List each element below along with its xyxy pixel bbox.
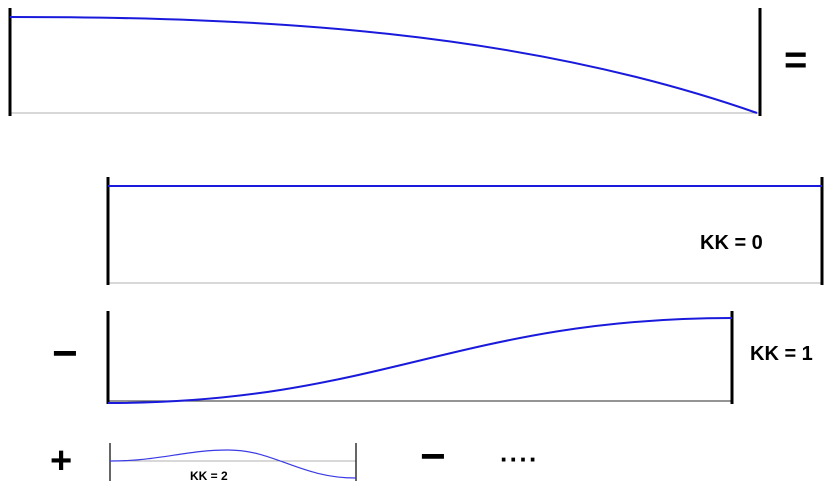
- equals-sign: =: [784, 38, 807, 82]
- mode-kk2-panel: KK = 2: [110, 443, 356, 483]
- mode-kk2-curve: [110, 450, 356, 478]
- mode-kk0-panel: KK = 0: [108, 177, 822, 285]
- minus-sign-2: −: [420, 432, 446, 481]
- full-wave-curve: [10, 17, 757, 113]
- ellipsis: ····: [500, 444, 539, 474]
- mode-kk0-label: KK = 0: [700, 232, 763, 254]
- mode-kk1-label: KK = 1: [750, 343, 813, 365]
- mode-kk1-curve: [108, 318, 732, 403]
- full-wave-panel: [10, 8, 760, 116]
- plus-sign: +: [50, 440, 72, 482]
- mode-kk1-panel: KK = 1: [108, 311, 813, 404]
- mode-kk2-label: KK = 2: [190, 469, 228, 483]
- minus-sign-1: −: [52, 329, 78, 378]
